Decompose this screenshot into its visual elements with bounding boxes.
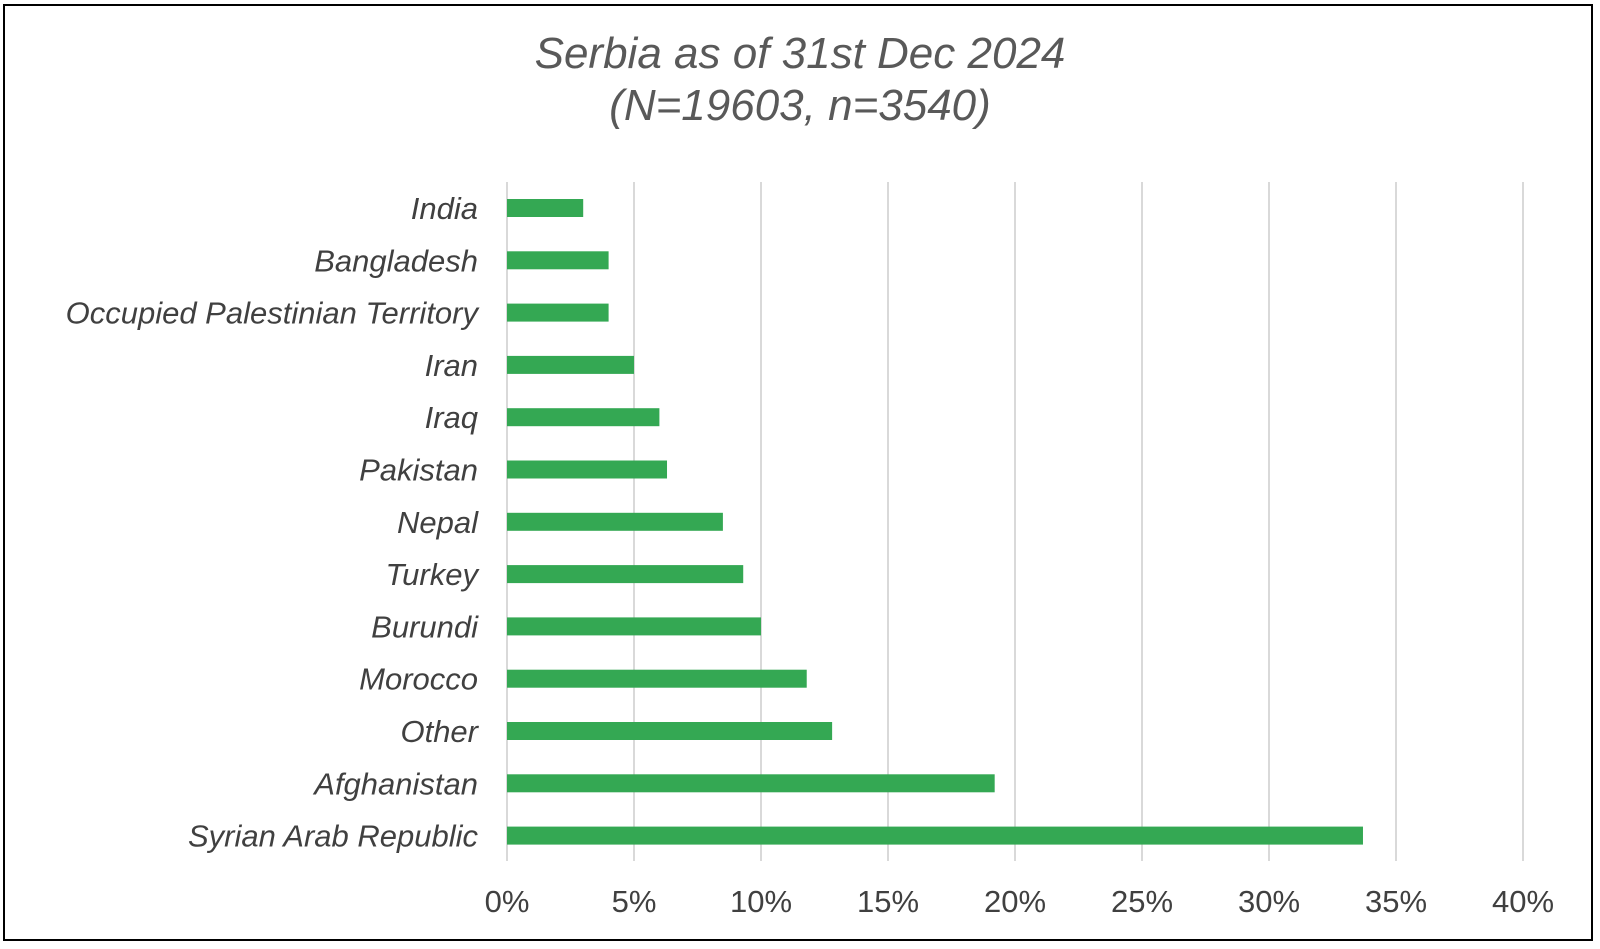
bar bbox=[507, 408, 660, 427]
x-tick-label: 5% bbox=[612, 884, 657, 919]
bar bbox=[507, 251, 609, 270]
bar bbox=[507, 460, 668, 479]
x-tick-label: 20% bbox=[984, 884, 1046, 919]
bar bbox=[507, 355, 634, 374]
category-label: Occupied Palestinian Territory bbox=[66, 296, 481, 331]
bar bbox=[507, 199, 584, 217]
bar bbox=[507, 565, 744, 584]
bar bbox=[507, 722, 833, 740]
category-label: Iran bbox=[425, 348, 478, 383]
bar bbox=[507, 512, 723, 531]
x-tick-label: 25% bbox=[1111, 884, 1173, 919]
chart-title-block: Serbia as of 31st Dec 2024 (N=19603, n=3… bbox=[0, 28, 1600, 132]
bar bbox=[507, 303, 609, 322]
category-label: Burundi bbox=[371, 609, 479, 644]
x-tick-label: 40% bbox=[1492, 884, 1554, 919]
x-tick-label: 15% bbox=[857, 884, 919, 919]
x-tick-label: 10% bbox=[730, 884, 792, 919]
x-tick-label: 30% bbox=[1238, 884, 1300, 919]
category-label: Turkey bbox=[386, 557, 481, 592]
bar bbox=[507, 617, 761, 636]
bars bbox=[507, 199, 1363, 845]
category-label: Pakistan bbox=[359, 453, 478, 488]
x-tick-label: 0% bbox=[485, 884, 530, 919]
x-tick-labels: 0% 5% 10% 15% 20% 25% 30% 35% 40% bbox=[485, 884, 1554, 919]
category-label: Nepal bbox=[397, 505, 479, 540]
chart-title: Serbia as of 31st Dec 2024 bbox=[534, 29, 1066, 78]
bar bbox=[507, 774, 995, 793]
bar bbox=[507, 669, 807, 688]
category-labels: India Bangladesh Occupied Palestinian Terr… bbox=[66, 191, 481, 854]
category-label: Bangladesh bbox=[314, 243, 478, 278]
x-tick-label: 35% bbox=[1365, 884, 1427, 919]
category-label: Afghanistan bbox=[312, 766, 478, 801]
category-label: Morocco bbox=[359, 662, 478, 697]
category-label: Other bbox=[400, 714, 479, 749]
bar bbox=[507, 826, 1363, 845]
category-label: Iraq bbox=[425, 400, 479, 435]
gridlines bbox=[506, 182, 1524, 861]
chart-subtitle: (N=19603, n=3540) bbox=[609, 81, 991, 130]
category-label: India bbox=[411, 191, 478, 226]
category-label: Syrian Arab Republic bbox=[188, 819, 479, 854]
